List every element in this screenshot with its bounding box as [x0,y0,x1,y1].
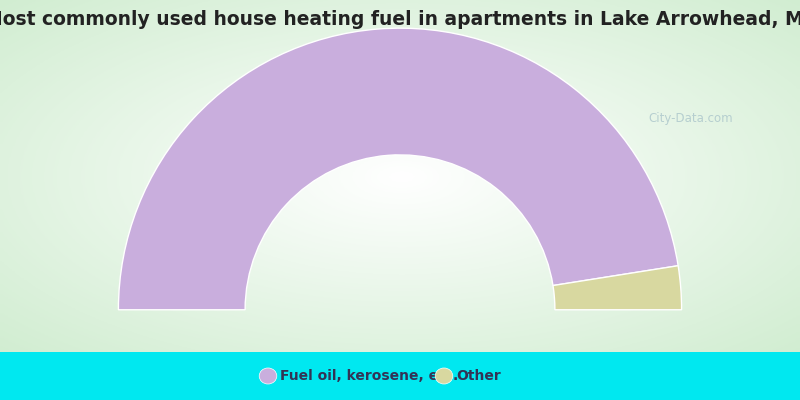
Text: Other: Other [456,369,501,383]
Bar [0,352,800,400]
Wedge shape [118,28,678,310]
Text: Fuel oil, kerosene, etc.: Fuel oil, kerosene, etc. [280,369,458,383]
Text: City-Data.com: City-Data.com [648,112,733,125]
Wedge shape [553,266,682,310]
Ellipse shape [435,368,453,384]
Text: Most commonly used house heating fuel in apartments in Lake Arrowhead, ME: Most commonly used house heating fuel in… [0,10,800,29]
Ellipse shape [259,368,277,384]
